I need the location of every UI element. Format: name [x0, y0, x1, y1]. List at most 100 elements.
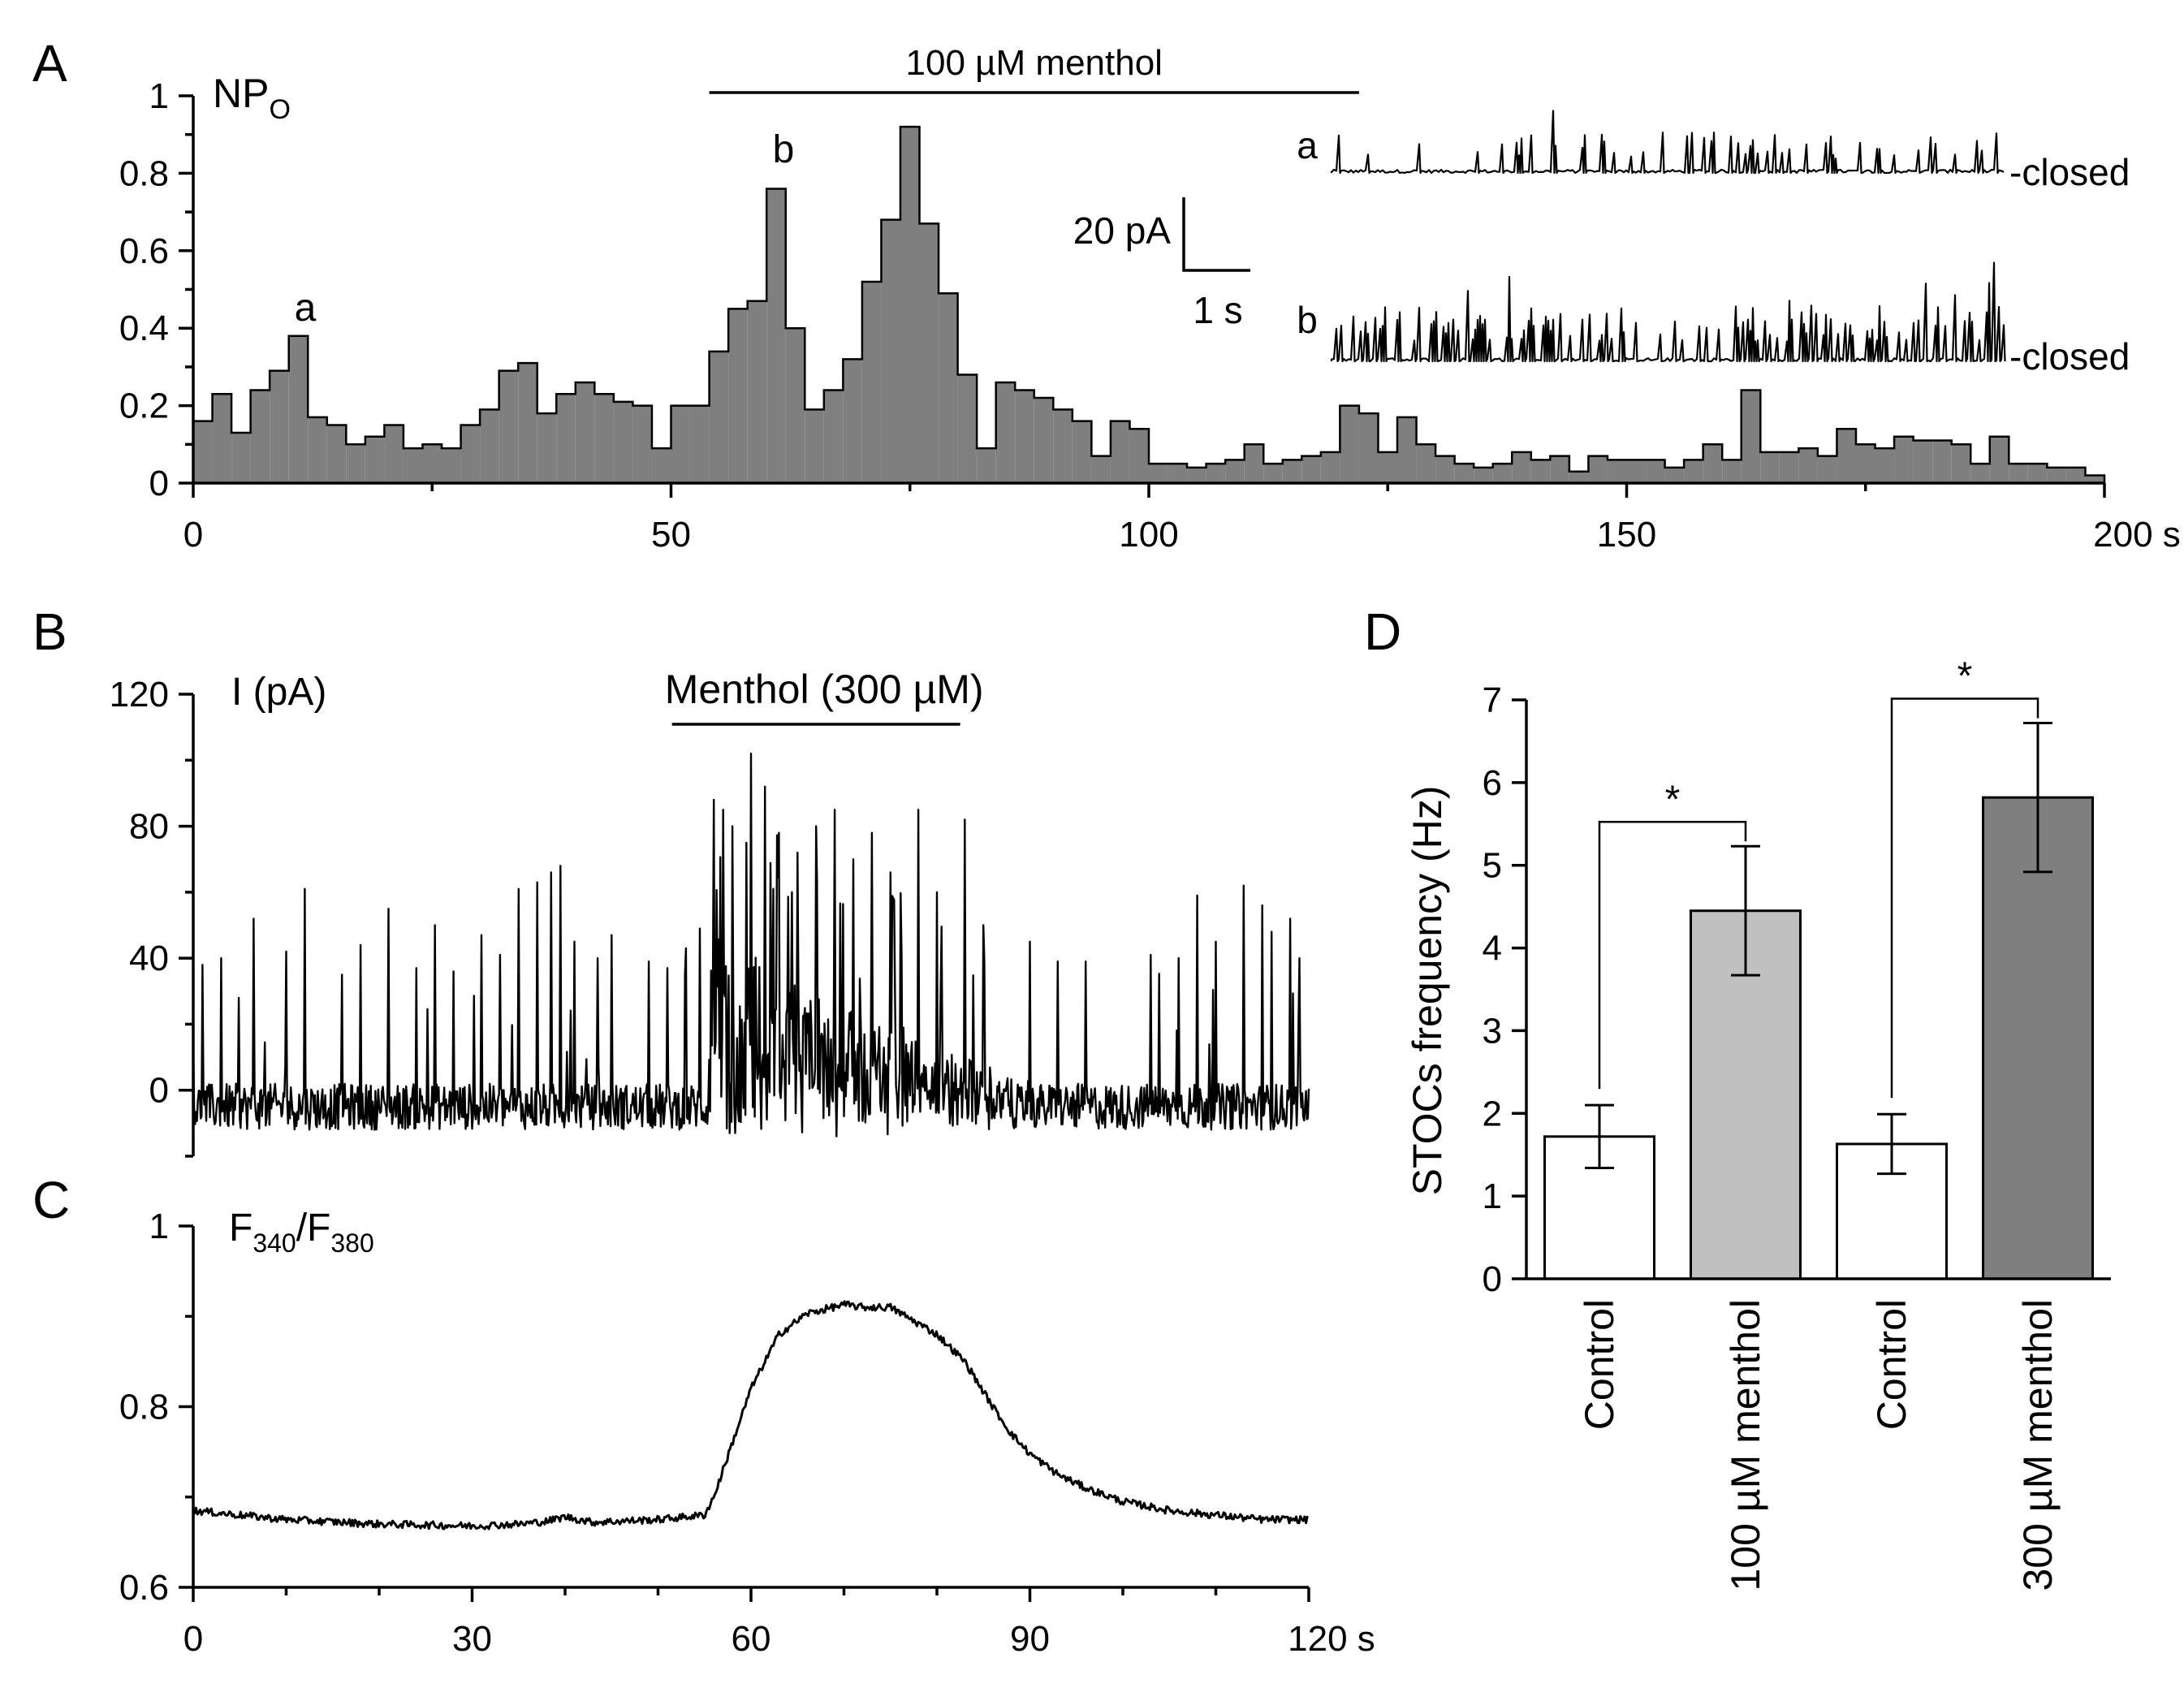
histogram-bin — [1474, 467, 1493, 483]
y-tick-label: 0.8 — [119, 1388, 169, 1427]
inset-a-closed-label: -closed — [2009, 151, 2130, 193]
panel-c-ylabel-sub1: 340 — [252, 1228, 296, 1258]
histogram-bin — [288, 335, 309, 483]
histogram-bin — [1110, 421, 1130, 483]
panel-d-letter: D — [1364, 602, 1401, 661]
y-tick-label: 0 — [149, 464, 169, 503]
panel-a-letter: A — [32, 34, 67, 93]
panel-a: A NPO 0 50 100 150 200 s 0 0.2 0.4 0.6 0.8 1 100 µ… — [32, 34, 2181, 555]
histogram-bin — [1626, 460, 1647, 483]
histogram-bin — [212, 394, 232, 483]
x-tick-label: 200 s — [2093, 515, 2181, 555]
histogram-bin — [346, 444, 365, 483]
panel-d-ylabel: STOCs frequency (Hz) — [1405, 786, 1450, 1196]
panel-a-axes: 0 50 100 150 200 s 0 0.2 0.4 0.6 0.8 1 — [119, 76, 2181, 555]
histogram-bin — [861, 281, 882, 483]
panel-c-letter: C — [32, 1171, 70, 1229]
histogram-bin — [1072, 421, 1092, 483]
histogram-bin — [690, 405, 710, 483]
histogram-bin — [823, 390, 844, 483]
histogram-bin — [1875, 448, 1895, 483]
panel-a-ylabel-main: NP — [213, 71, 269, 116]
histogram-bin — [613, 401, 633, 483]
histogram-bin — [1435, 455, 1455, 483]
panel-c-ylabel-main: F — [229, 1207, 252, 1250]
histogram-bin — [995, 382, 1016, 483]
histogram-bin — [1454, 464, 1474, 483]
x-tick-label: 50 — [651, 515, 691, 555]
histogram-bin — [1378, 451, 1398, 483]
significance-bracket — [1890, 697, 2039, 1099]
histogram-bin — [1550, 455, 1569, 483]
histogram-bin — [1397, 417, 1417, 483]
histogram-bin — [1263, 464, 1283, 483]
histogram-bin — [1970, 464, 1990, 483]
inset-b-label: b — [1297, 299, 1318, 341]
histogram-bin — [193, 421, 213, 483]
panel-c-fluorescence-trace — [192, 1300, 1309, 1530]
y-tick-label: 0.8 — [119, 153, 169, 193]
histogram-bin — [2085, 475, 2104, 483]
histogram-bin — [632, 405, 652, 483]
histogram-bin — [1168, 464, 1188, 483]
histogram-bin — [1588, 455, 1608, 483]
histogram-bin — [518, 363, 537, 483]
histogram-bin — [1091, 455, 1111, 483]
panel-c-ylabel-sub2: 380 — [330, 1228, 373, 1258]
histogram-bin — [1989, 436, 2009, 483]
panel-a-ylabel-sub: O — [269, 94, 290, 125]
histogram-bin — [900, 127, 920, 483]
histogram-bin — [1569, 471, 1589, 483]
histogram-bin — [1244, 444, 1264, 483]
histogram-bin — [805, 409, 824, 483]
histogram-bin — [1779, 451, 1799, 483]
histogram-bin — [1703, 444, 1723, 483]
histogram-bin — [2027, 464, 2048, 483]
histogram-bin — [1932, 440, 1952, 483]
histogram-bin — [1034, 398, 1054, 483]
y-tick-label: 1 — [149, 76, 169, 116]
histogram-bin — [1817, 455, 1837, 483]
histogram-bin — [1722, 460, 1742, 483]
histogram-bin — [403, 448, 423, 483]
x-tick-label: 90 — [1010, 1619, 1050, 1659]
significance-marker-1: * — [1665, 778, 1681, 821]
histogram-bin — [1607, 460, 1627, 483]
histogram-bin — [1301, 455, 1321, 483]
panel-b-letter: B — [32, 602, 67, 661]
y-tick-label: 1 — [1483, 1176, 1502, 1216]
histogram-outline — [192, 125, 2106, 483]
histogram-bin — [1741, 390, 1761, 483]
y-tick-label: 40 — [129, 939, 169, 978]
histogram-bin — [1913, 440, 1933, 483]
x-tick-label: 60 — [732, 1619, 771, 1659]
histogram-bin — [728, 309, 748, 483]
histogram-bin — [1664, 467, 1685, 483]
histogram-bin — [1320, 451, 1340, 483]
histogram-bin — [977, 448, 996, 483]
panel-b-ylabel: I (pA) — [231, 671, 326, 714]
category-label-1: Control — [1577, 1299, 1622, 1430]
inset-a-label: a — [1297, 124, 1318, 166]
x-tick-label: 30 — [452, 1619, 492, 1659]
panel-c-ylabel: F340/F380 — [229, 1207, 374, 1258]
y-tick-label: 0.6 — [119, 1568, 169, 1608]
y-tick-label: 0 — [1483, 1259, 1502, 1299]
y-tick-label: 3 — [1483, 1011, 1502, 1051]
histogram-bin — [308, 417, 327, 483]
histogram-bin — [556, 394, 576, 483]
panel-c-axes: 0 30 60 90 120 s 0.6 0.8 1 — [119, 1207, 1375, 1659]
panel-d: D STOCs frequency (Hz) Control 100 µM men… — [1364, 602, 2111, 1591]
histogram-bin — [1646, 460, 1665, 483]
significance-bracket — [1598, 821, 1747, 1090]
histogram-bin — [1149, 464, 1168, 483]
histogram-bin — [843, 359, 862, 483]
y-tick-label: 7 — [1483, 680, 1502, 720]
category-label-4: 300 µM menthol — [2015, 1299, 2061, 1591]
panel-a-histogram — [192, 125, 2106, 484]
panel-a-ylabel: NPO — [213, 71, 291, 125]
histogram-bin — [1684, 460, 1703, 483]
histogram-bin — [919, 223, 939, 483]
histogram-bin — [594, 394, 614, 483]
